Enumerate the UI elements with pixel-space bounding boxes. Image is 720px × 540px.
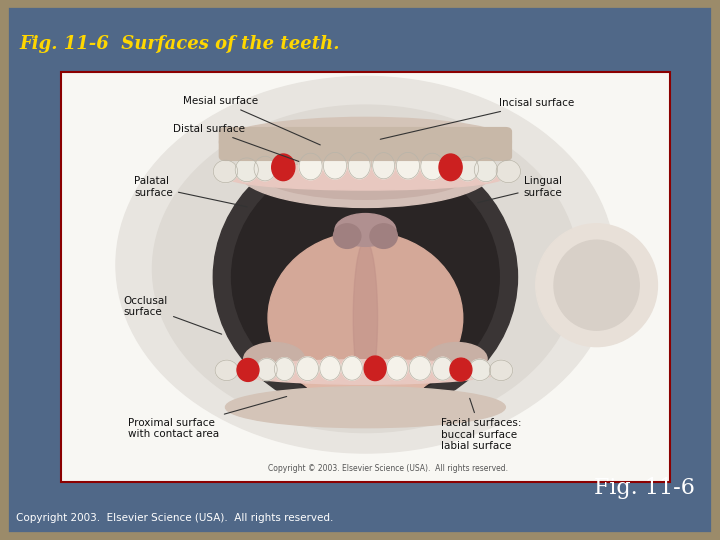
Ellipse shape [238,134,493,207]
Ellipse shape [387,356,408,380]
Ellipse shape [237,359,259,381]
Text: Incisal surface: Incisal surface [380,98,575,139]
Ellipse shape [153,105,578,433]
Ellipse shape [496,160,521,183]
Ellipse shape [268,232,463,404]
Ellipse shape [373,153,395,179]
Ellipse shape [335,214,396,246]
Ellipse shape [305,363,426,400]
Ellipse shape [490,360,513,381]
Ellipse shape [237,359,259,381]
Ellipse shape [440,154,461,180]
Ellipse shape [273,154,294,180]
Ellipse shape [554,240,639,330]
Ellipse shape [225,164,505,190]
Ellipse shape [215,360,238,381]
Ellipse shape [220,117,511,166]
Ellipse shape [232,154,499,400]
Ellipse shape [426,342,487,375]
Ellipse shape [323,152,346,179]
Text: Facial surfaces:
buccal surface
labial surface: Facial surfaces: buccal surface labial s… [441,399,522,451]
Ellipse shape [474,158,498,181]
Text: Distal surface: Distal surface [173,124,299,161]
FancyBboxPatch shape [220,127,511,160]
Ellipse shape [232,360,499,384]
Ellipse shape [364,356,386,381]
Ellipse shape [348,153,370,179]
Ellipse shape [274,357,294,381]
Ellipse shape [433,357,453,380]
Ellipse shape [450,358,472,381]
Text: Copyright © 2003. Elsevier Science (USA).  All rights reserved.: Copyright © 2003. Elsevier Science (USA)… [268,464,508,472]
Ellipse shape [536,224,657,347]
Ellipse shape [354,240,377,396]
Text: Occlusal
surface: Occlusal surface [124,296,222,334]
Ellipse shape [370,224,397,248]
Ellipse shape [420,153,444,180]
Text: Copyright 2003.  Elsevier Science (USA).  All rights reserved.: Copyright 2003. Elsevier Science (USA). … [16,514,333,523]
Ellipse shape [213,138,518,416]
Ellipse shape [409,356,431,380]
Ellipse shape [256,142,475,199]
Text: Proximal surface
with contact area: Proximal surface with contact area [128,396,287,439]
Ellipse shape [243,342,305,375]
Ellipse shape [320,356,341,380]
Ellipse shape [469,359,491,381]
Ellipse shape [342,356,362,380]
Text: Lingual
surface: Lingual surface [477,176,562,202]
Ellipse shape [225,387,505,428]
Ellipse shape [235,158,258,181]
Text: Fig. 11-6  Surfaces of the teeth.: Fig. 11-6 Surfaces of the teeth. [20,35,341,53]
Text: Palatal
surface: Palatal surface [134,176,247,207]
Ellipse shape [456,156,479,181]
Text: Fig. 11-6: Fig. 11-6 [594,477,695,498]
Text: Mesial surface: Mesial surface [183,96,320,145]
Ellipse shape [451,358,472,380]
Ellipse shape [213,160,238,183]
Ellipse shape [297,357,318,381]
Ellipse shape [439,154,462,180]
Ellipse shape [333,224,361,248]
Ellipse shape [271,154,294,180]
Ellipse shape [116,77,615,453]
Ellipse shape [365,356,385,380]
Ellipse shape [397,152,420,179]
Ellipse shape [256,359,277,381]
Ellipse shape [254,156,276,181]
Ellipse shape [299,153,323,180]
